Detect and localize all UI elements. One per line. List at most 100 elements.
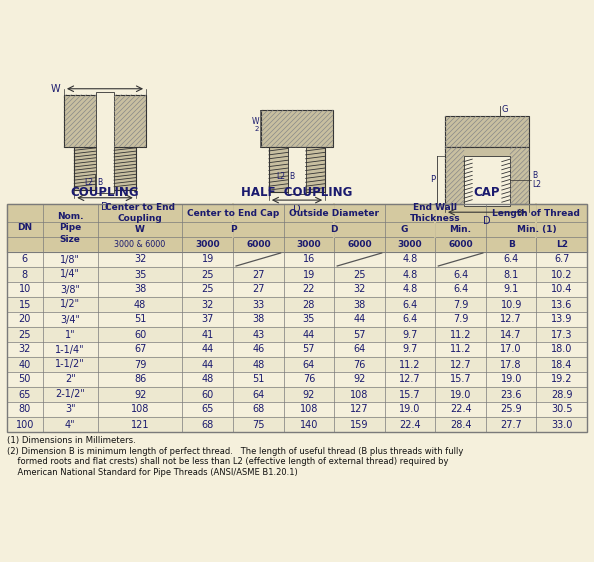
Text: W: W (50, 84, 60, 94)
Text: 6.7: 6.7 (554, 255, 570, 265)
Text: B: B (508, 240, 514, 249)
Text: 6000: 6000 (448, 240, 473, 249)
Text: 41: 41 (201, 329, 214, 339)
Text: 44: 44 (303, 329, 315, 339)
Text: 17.0: 17.0 (500, 345, 522, 355)
Text: 8: 8 (22, 270, 28, 279)
Bar (445, 147, 529, 204)
Text: DN: DN (17, 224, 33, 233)
Text: 1/4": 1/4" (60, 270, 80, 279)
Text: 44: 44 (353, 315, 365, 324)
Text: 3000: 3000 (398, 240, 422, 249)
Text: CAP: CAP (474, 185, 500, 198)
Text: 68: 68 (201, 419, 214, 429)
Text: 14.7: 14.7 (500, 329, 522, 339)
Text: 17.3: 17.3 (551, 329, 573, 339)
Text: HALF  COUPLING: HALF COUPLING (241, 185, 353, 198)
Text: 6000: 6000 (246, 240, 271, 249)
Text: 28.4: 28.4 (450, 419, 472, 429)
Text: 28.9: 28.9 (551, 389, 573, 400)
Text: 25.9: 25.9 (500, 405, 522, 415)
Text: 23.6: 23.6 (500, 389, 522, 400)
Text: 35: 35 (303, 315, 315, 324)
Text: L2: L2 (532, 180, 541, 189)
Text: 32: 32 (134, 255, 146, 265)
Text: 33.0: 33.0 (551, 419, 573, 429)
Bar (7, 204, 587, 222)
Bar (7, 252, 587, 267)
Text: 35: 35 (134, 270, 146, 279)
Text: 7.9: 7.9 (453, 300, 468, 310)
Text: 22.4: 22.4 (450, 405, 472, 415)
Text: 12.7: 12.7 (399, 374, 421, 384)
Text: 15.7: 15.7 (399, 389, 421, 400)
Text: 121: 121 (131, 419, 149, 429)
Text: 108: 108 (131, 405, 149, 415)
Text: 30.5: 30.5 (551, 405, 573, 415)
Text: 92: 92 (303, 389, 315, 400)
Bar (7, 222, 587, 237)
Text: 100: 100 (15, 419, 34, 429)
Text: 92: 92 (134, 389, 146, 400)
Text: 8.1: 8.1 (504, 270, 519, 279)
Text: 3/8": 3/8" (60, 284, 80, 294)
Text: 51: 51 (134, 315, 146, 324)
Text: (2) Dimension B is minimum length of perfect thread.   The length of useful thre: (2) Dimension B is minimum length of per… (7, 447, 463, 477)
Bar (7, 402, 587, 417)
Text: 3": 3" (65, 405, 75, 415)
Text: P: P (230, 225, 236, 234)
Text: Min. (1): Min. (1) (517, 225, 556, 234)
Text: 11.2: 11.2 (450, 329, 472, 339)
Text: (1) Dimensions in Millimeters.: (1) Dimensions in Millimeters. (7, 436, 136, 445)
Text: 27: 27 (252, 270, 264, 279)
Bar (7, 312, 587, 327)
Bar (7, 237, 587, 252)
Text: 13.6: 13.6 (551, 300, 573, 310)
Text: 10.9: 10.9 (501, 300, 522, 310)
Text: 86: 86 (134, 374, 146, 384)
Text: B: B (97, 178, 102, 187)
Text: 68: 68 (252, 405, 264, 415)
Bar (7, 267, 587, 282)
Text: 22: 22 (303, 284, 315, 294)
Text: 1-1/4": 1-1/4" (55, 345, 85, 355)
Text: 19.0: 19.0 (399, 405, 421, 415)
Bar (7, 417, 587, 432)
Text: 25: 25 (201, 270, 214, 279)
Text: 3000 & 6000: 3000 & 6000 (115, 240, 166, 249)
Text: G: G (400, 225, 407, 234)
Text: 28: 28 (303, 300, 315, 310)
Bar (7, 357, 587, 372)
Text: 1/8": 1/8" (60, 255, 80, 265)
Text: End Wall
Thickness: End Wall Thickness (410, 203, 460, 223)
Text: 33: 33 (252, 300, 264, 310)
Text: 60: 60 (134, 329, 146, 339)
Text: 9.1: 9.1 (504, 284, 519, 294)
Text: 12.7: 12.7 (450, 360, 472, 369)
Text: 44: 44 (201, 360, 214, 369)
Text: L2: L2 (556, 240, 568, 249)
Text: 19: 19 (201, 255, 214, 265)
Text: 11.2: 11.2 (399, 360, 421, 369)
Text: 57: 57 (303, 345, 315, 355)
Text: 38: 38 (252, 315, 264, 324)
Text: 108: 108 (350, 389, 369, 400)
Text: 64: 64 (252, 389, 264, 400)
Text: Nom.
Pipe
Size: Nom. Pipe Size (57, 212, 83, 243)
Text: 6.4: 6.4 (453, 270, 468, 279)
Text: 2: 2 (255, 125, 259, 132)
Text: 6.4: 6.4 (504, 255, 519, 265)
Text: 6: 6 (22, 255, 28, 265)
Text: 4.8: 4.8 (402, 284, 418, 294)
Text: 3/4": 3/4" (60, 315, 80, 324)
Text: 12.7: 12.7 (500, 315, 522, 324)
Text: W: W (135, 225, 145, 234)
Text: 2": 2" (65, 374, 75, 384)
Text: L2: L2 (276, 172, 285, 181)
Text: 50: 50 (18, 374, 31, 384)
Text: 9.7: 9.7 (402, 329, 418, 339)
Text: 75: 75 (252, 419, 264, 429)
Text: 18.4: 18.4 (551, 360, 573, 369)
Text: 43: 43 (252, 329, 264, 339)
Bar (7, 372, 587, 387)
